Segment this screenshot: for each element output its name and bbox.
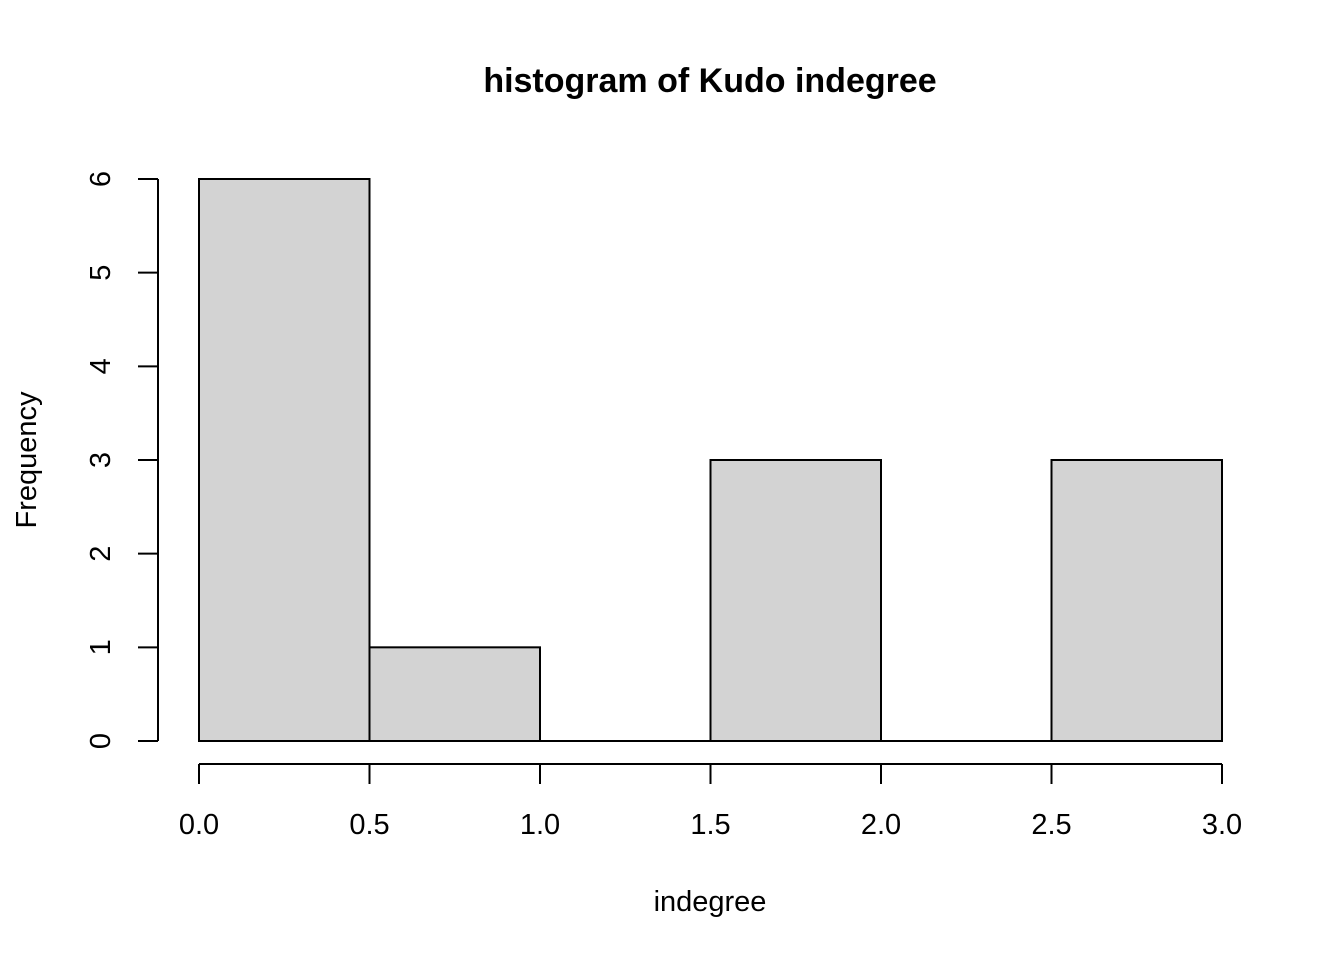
- y-tick-label: 1: [85, 639, 117, 655]
- y-tick-label: 2: [85, 546, 117, 562]
- x-tick-label: 2.5: [1031, 809, 1071, 841]
- x-tick-label: 0.5: [349, 809, 389, 841]
- y-axis-label: Frequency: [11, 391, 43, 529]
- histogram-bar: [198, 178, 371, 742]
- histogram-bar: [1050, 459, 1223, 742]
- y-tick-label: 6: [85, 171, 117, 187]
- x-tick-label: 2.0: [861, 809, 901, 841]
- histogram-bar: [368, 646, 541, 742]
- y-tick-label: 4: [85, 358, 117, 374]
- chart-title: histogram of Kudo indegree: [483, 62, 936, 100]
- x-axis: 0.0 0.5 1.0 1.5 2.0 2.5 3.0: [179, 763, 1242, 841]
- x-axis-label: indegree: [654, 886, 767, 918]
- y-axis: 0 1 2 3 4 5 6: [85, 171, 159, 749]
- x-tick-label: 0.0: [179, 809, 219, 841]
- x-tick-label: 3.0: [1202, 809, 1242, 841]
- x-tick-label: 1.5: [690, 809, 730, 841]
- histogram-bar: [709, 459, 882, 742]
- bars-group: [198, 178, 1223, 742]
- y-tick-label: 5: [85, 265, 117, 281]
- y-tick-label: 0: [85, 733, 117, 749]
- x-tick-label: 1.0: [520, 809, 560, 841]
- y-tick-label: 3: [85, 452, 117, 468]
